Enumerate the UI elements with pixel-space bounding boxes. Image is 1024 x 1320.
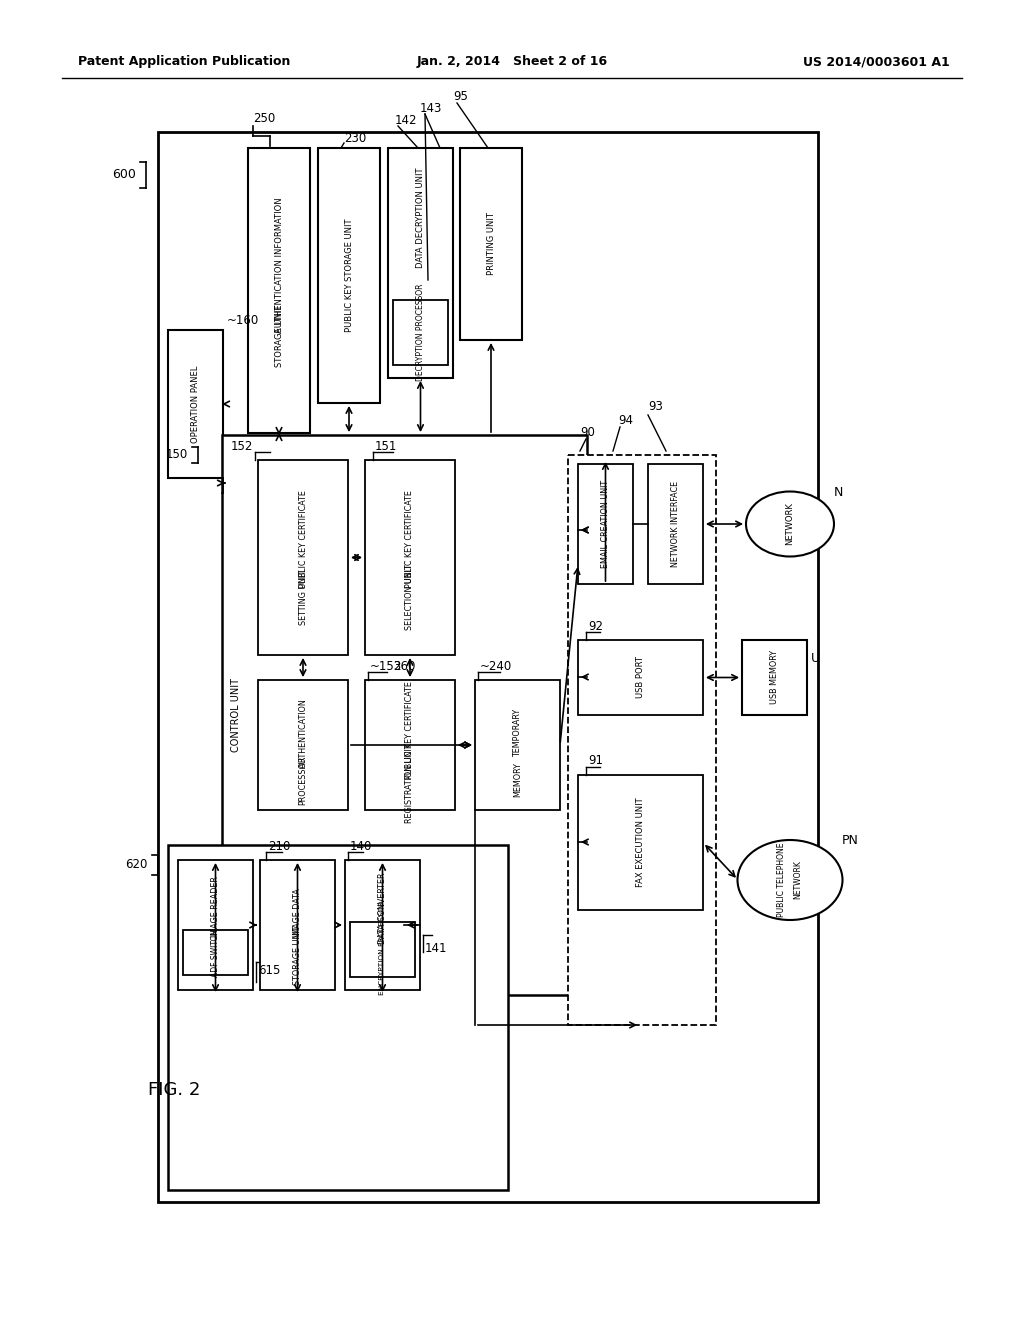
Text: NETWORK INTERFACE: NETWORK INTERFACE (671, 480, 680, 568)
Text: PUBLIC KEY CERTIFICATE: PUBLIC KEY CERTIFICATE (406, 681, 415, 779)
FancyBboxPatch shape (258, 680, 348, 810)
Text: N: N (834, 486, 844, 499)
Text: ~240: ~240 (480, 660, 512, 672)
Text: FAX EXECUTION UNIT: FAX EXECUTION UNIT (636, 797, 645, 887)
Text: DATA DECRYPTION UNIT: DATA DECRYPTION UNIT (416, 168, 425, 268)
Text: US 2014/0003601 A1: US 2014/0003601 A1 (803, 55, 950, 69)
FancyBboxPatch shape (393, 300, 449, 366)
FancyBboxPatch shape (365, 459, 455, 655)
Text: FIG. 2: FIG. 2 (148, 1081, 201, 1100)
FancyBboxPatch shape (318, 148, 380, 403)
Text: 260: 260 (393, 660, 416, 672)
Text: ADF SWITCH: ADF SWITCH (211, 929, 220, 977)
Text: 143: 143 (420, 102, 442, 115)
Text: 141: 141 (425, 941, 447, 954)
Text: NETWORK: NETWORK (794, 861, 803, 899)
Text: 142: 142 (395, 114, 418, 127)
Text: Jan. 2, 2014   Sheet 2 of 16: Jan. 2, 2014 Sheet 2 of 16 (417, 55, 607, 69)
Text: PUBLIC KEY CERTIFICATE: PUBLIC KEY CERTIFICATE (406, 491, 415, 589)
Text: USB PORT: USB PORT (636, 656, 645, 698)
FancyBboxPatch shape (222, 436, 587, 995)
Text: DECRYPTION PROCESSOR: DECRYPTION PROCESSOR (416, 284, 425, 380)
FancyBboxPatch shape (345, 861, 420, 990)
Text: 91: 91 (588, 755, 603, 767)
FancyBboxPatch shape (158, 132, 818, 1203)
Text: 92: 92 (588, 619, 603, 632)
Text: ~153: ~153 (370, 660, 402, 672)
Text: 615: 615 (258, 964, 281, 977)
Text: AUTHENTICATION: AUTHENTICATION (299, 698, 307, 768)
Text: PRINTING UNIT: PRINTING UNIT (486, 213, 496, 276)
Text: SELECTION UNIT: SELECTION UNIT (406, 565, 415, 631)
FancyBboxPatch shape (248, 148, 310, 433)
FancyBboxPatch shape (178, 861, 253, 990)
Text: 94: 94 (618, 413, 633, 426)
FancyBboxPatch shape (460, 148, 522, 341)
FancyBboxPatch shape (365, 680, 455, 810)
Text: PUBLIC KEY CERTIFICATE: PUBLIC KEY CERTIFICATE (299, 491, 307, 589)
Text: U: U (811, 652, 820, 664)
Ellipse shape (746, 491, 834, 557)
Text: PN: PN (842, 833, 859, 846)
Text: USB MEMORY: USB MEMORY (770, 651, 779, 705)
Text: SETTING UNIT: SETTING UNIT (299, 570, 307, 626)
FancyBboxPatch shape (568, 455, 716, 1026)
Text: OPERATION PANEL: OPERATION PANEL (191, 366, 200, 442)
Text: 600: 600 (112, 169, 136, 181)
Text: 150: 150 (166, 449, 188, 462)
Text: 140: 140 (350, 840, 373, 853)
FancyBboxPatch shape (578, 640, 703, 715)
Text: AUTHENTICATION INFORMATION: AUTHENTICATION INFORMATION (274, 198, 284, 334)
FancyBboxPatch shape (168, 845, 508, 1191)
FancyBboxPatch shape (578, 465, 633, 583)
Text: 93: 93 (648, 400, 663, 413)
Text: 95: 95 (453, 91, 468, 103)
Text: 151: 151 (375, 440, 397, 453)
FancyBboxPatch shape (258, 459, 348, 655)
FancyBboxPatch shape (350, 921, 415, 977)
Text: PUBLIC KEY STORAGE UNIT: PUBLIC KEY STORAGE UNIT (344, 219, 353, 333)
Text: TEMPORARY: TEMPORARY (513, 709, 522, 758)
Text: ENCRYPTION PROCESSOR: ENCRYPTION PROCESSOR (380, 902, 385, 995)
Text: CONTROL UNIT: CONTROL UNIT (231, 678, 241, 752)
Text: IMAGE DATA: IMAGE DATA (293, 888, 302, 937)
Text: EMAIL CREATION UNIT: EMAIL CREATION UNIT (601, 480, 610, 568)
Text: 230: 230 (344, 132, 367, 144)
Text: 620: 620 (126, 858, 148, 871)
Text: PROCESSOR: PROCESSOR (299, 755, 307, 805)
FancyBboxPatch shape (260, 861, 335, 990)
Text: ~160: ~160 (227, 314, 259, 326)
FancyBboxPatch shape (168, 330, 223, 478)
Text: REGISTRATION UNIT: REGISTRATION UNIT (406, 743, 415, 822)
Text: 90: 90 (580, 426, 595, 440)
Text: IMAGE READER: IMAGE READER (211, 876, 220, 937)
Text: NETWORK: NETWORK (785, 503, 795, 545)
FancyBboxPatch shape (648, 465, 703, 583)
FancyBboxPatch shape (475, 680, 560, 810)
FancyBboxPatch shape (183, 931, 248, 975)
Text: STORAGE UNIT: STORAGE UNIT (274, 305, 284, 367)
FancyBboxPatch shape (388, 148, 453, 378)
Text: DATA CONVERTER: DATA CONVERTER (378, 873, 387, 944)
Text: 152: 152 (230, 440, 253, 453)
Text: PUBLIC TELEPHONE: PUBLIC TELEPHONE (777, 842, 786, 917)
Text: 210: 210 (268, 840, 291, 853)
Ellipse shape (737, 840, 843, 920)
Text: 250: 250 (253, 111, 275, 124)
Text: Patent Application Publication: Patent Application Publication (78, 55, 291, 69)
FancyBboxPatch shape (742, 640, 807, 715)
Text: MEMORY: MEMORY (513, 763, 522, 797)
Text: STORAGE UNIT: STORAGE UNIT (293, 925, 302, 985)
FancyBboxPatch shape (578, 775, 703, 909)
